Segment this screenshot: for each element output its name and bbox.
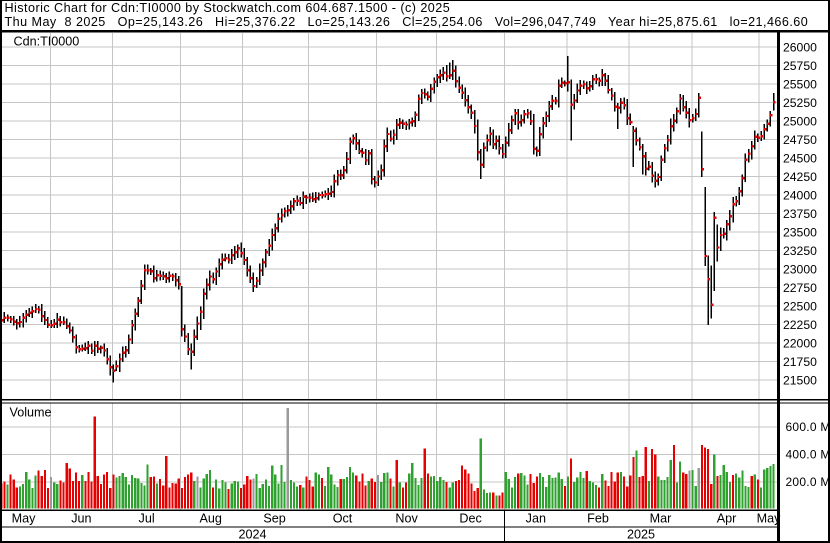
svg-text:26000: 26000 — [783, 40, 817, 54]
svg-text:400.0 M: 400.0 M — [786, 448, 830, 462]
svg-text:25750: 25750 — [783, 59, 817, 73]
svg-text:25000: 25000 — [783, 114, 817, 128]
svg-text:2025: 2025 — [627, 528, 655, 542]
svg-text:22000: 22000 — [783, 336, 817, 350]
svg-text:24500: 24500 — [783, 151, 817, 165]
svg-text:23000: 23000 — [783, 262, 817, 276]
svg-text:200.0 M: 200.0 M — [786, 475, 830, 489]
svg-text:Mar: Mar — [650, 512, 672, 526]
svg-text:Jan: Jan — [526, 512, 546, 526]
svg-text:23250: 23250 — [783, 244, 817, 258]
svg-text:Aug: Aug — [199, 512, 221, 526]
svg-text:21750: 21750 — [783, 355, 817, 369]
svg-text:Historic Chart for Cdn:TI0000: Historic Chart for Cdn:TI0000 by Stockwa… — [5, 1, 451, 15]
svg-text:Jul: Jul — [139, 512, 155, 526]
svg-text:23500: 23500 — [783, 225, 817, 239]
svg-text:600.0 M: 600.0 M — [786, 420, 830, 434]
svg-text:22250: 22250 — [783, 318, 817, 332]
svg-text:25250: 25250 — [783, 96, 817, 110]
svg-text:Sep: Sep — [263, 512, 285, 526]
svg-text:2024: 2024 — [238, 528, 266, 542]
svg-text:Apr: Apr — [717, 512, 737, 526]
svg-text:May: May — [12, 512, 36, 526]
svg-text:24250: 24250 — [783, 170, 817, 184]
svg-text:22750: 22750 — [783, 281, 817, 295]
svg-text:24750: 24750 — [783, 133, 817, 147]
svg-text:Jun: Jun — [71, 512, 91, 526]
svg-text:Thu May 8 2025 Op=25,143.26: Thu May 8 2025 Op=25,143.26 Hi=25,376.22… — [5, 15, 809, 29]
svg-text:Oct: Oct — [333, 512, 353, 526]
svg-text:22500: 22500 — [783, 299, 817, 313]
svg-text:21500: 21500 — [783, 373, 817, 387]
svg-text:May: May — [757, 512, 781, 526]
svg-text:Dec: Dec — [459, 512, 481, 526]
svg-text:25500: 25500 — [783, 77, 817, 91]
svg-text:Cdn:TI0000: Cdn:TI0000 — [14, 35, 80, 49]
svg-text:23750: 23750 — [783, 207, 817, 221]
svg-text:Nov: Nov — [395, 512, 418, 526]
svg-text:Volume: Volume — [10, 406, 52, 420]
svg-text:Feb: Feb — [587, 512, 609, 526]
svg-text:24000: 24000 — [783, 188, 817, 202]
